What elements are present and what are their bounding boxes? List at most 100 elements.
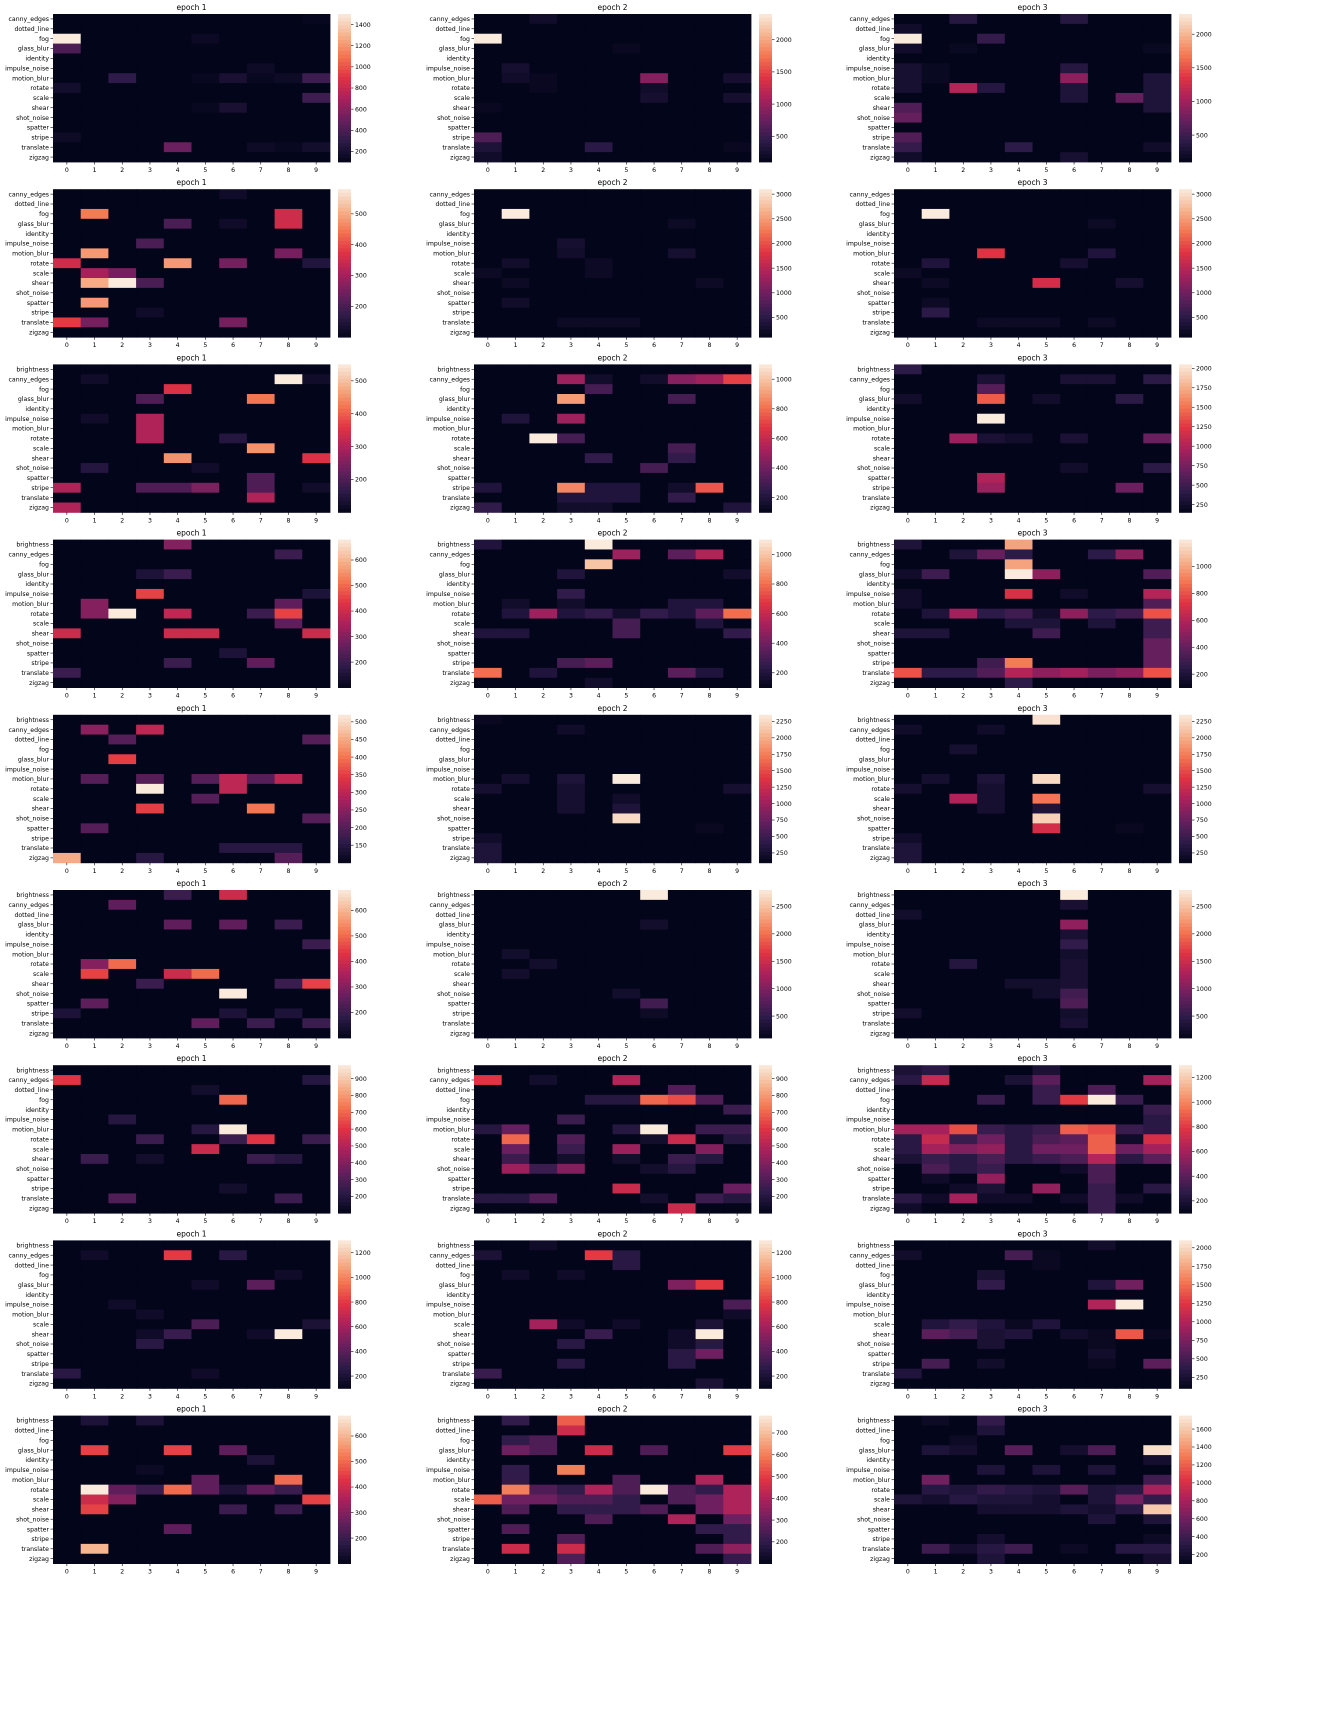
heatmap-cell <box>1087 588 1116 600</box>
heatmap-cell <box>108 1104 137 1115</box>
heatmap-cell <box>584 744 613 755</box>
heatmap-cell <box>894 667 923 679</box>
heatmap-cell <box>529 793 558 804</box>
heatmap-cell <box>136 394 165 405</box>
heatmap-cell <box>191 579 220 590</box>
heatmap-cell <box>584 92 613 104</box>
heatmap-cell <box>1143 569 1172 580</box>
x-tick-label: 9 <box>735 1043 739 1050</box>
x-tick-label: 9 <box>735 868 739 875</box>
heatmap-cell <box>894 803 923 814</box>
heatmap-cell <box>1032 374 1061 385</box>
heatmap-cell <box>612 569 641 580</box>
heatmap-cell <box>977 199 1006 210</box>
heatmap-cell <box>894 823 923 834</box>
heatmap-cell <box>80 307 109 318</box>
colorbar-segment <box>338 1172 351 1177</box>
colorbar-segment <box>1179 88 1192 93</box>
heatmap-cell <box>108 208 137 220</box>
colorbar-segment <box>759 296 772 301</box>
colorbar-segment <box>338 628 351 633</box>
heatmap-cell <box>80 929 109 940</box>
heatmap-cell <box>474 1124 503 1135</box>
colorbar-segment <box>338 1131 351 1136</box>
heatmap-cell <box>667 919 696 930</box>
heatmap-panel: epoch 2brightnesscanny_edgesdotted_linef… <box>426 1054 788 1225</box>
heatmap-cell <box>474 1183 503 1194</box>
colorbar-tick-label: 1000 <box>1196 99 1212 106</box>
colorbar-segment <box>759 147 772 152</box>
heatmap-cell <box>274 43 303 54</box>
heatmap-cell <box>667 297 696 308</box>
heatmap-cell <box>191 394 220 405</box>
x-tick-label: 2 <box>541 517 545 524</box>
colorbar-segment <box>1179 1012 1192 1017</box>
colorbar-segment <box>759 993 772 998</box>
heatmap-cell <box>921 783 950 795</box>
y-tick-label: identity <box>446 56 470 63</box>
heatmap-cell <box>53 803 82 814</box>
heatmap-cell <box>557 132 586 143</box>
colorbar-segment <box>1179 375 1192 380</box>
heatmap-cell <box>529 33 558 44</box>
heatmap-cell <box>1115 843 1144 854</box>
colorbar-segment <box>338 431 351 436</box>
colorbar-segment <box>759 505 772 510</box>
colorbar-segment <box>338 95 351 100</box>
x-tick-label: 3 <box>569 868 573 875</box>
heatmap-cell <box>584 1163 613 1175</box>
heatmap-cell <box>1004 394 1033 405</box>
heatmap-cell <box>695 482 724 494</box>
heatmap-cell <box>219 909 248 920</box>
heatmap-cell <box>1004 833 1033 844</box>
heatmap-cell <box>1087 112 1116 123</box>
y-tick-label: shear <box>32 280 50 287</box>
heatmap-cell <box>723 724 752 735</box>
heatmap-cell <box>921 658 950 669</box>
heatmap-cell <box>695 1124 724 1135</box>
heatmap-cell <box>302 549 331 560</box>
heatmap-cell <box>584 1183 613 1194</box>
heatmap-cell <box>136 1193 165 1204</box>
x-tick-label: 5 <box>624 1043 628 1050</box>
heatmap-cell <box>191 754 220 765</box>
heatmap-cell <box>136 443 165 454</box>
heatmap-cell <box>246 764 275 775</box>
heatmap-cell <box>163 453 192 464</box>
heatmap-cell <box>274 1124 303 1135</box>
heatmap-cell <box>501 714 530 726</box>
heatmap-cell <box>80 317 109 328</box>
heatmap-cell <box>302 919 331 930</box>
colorbar-segment <box>1179 997 1192 1002</box>
heatmap-cell <box>1032 823 1061 834</box>
heatmap-cell <box>163 618 192 629</box>
heatmap-cell <box>246 142 275 153</box>
heatmap-cell <box>977 658 1006 669</box>
heatmap-cell <box>163 258 192 269</box>
colorbar-segment <box>338 453 351 458</box>
heatmap-cell <box>529 1028 558 1039</box>
colorbar-segment <box>759 285 772 290</box>
y-tick-label: zigzag <box>29 329 49 336</box>
heatmap-cell <box>246 852 275 864</box>
heatmap-cell <box>894 559 923 570</box>
heatmap-cell <box>474 899 503 911</box>
heatmap-cell <box>921 890 950 901</box>
heatmap-cell <box>723 208 752 220</box>
colorbar-segment <box>759 960 772 965</box>
heatmap-cell <box>246 724 275 735</box>
heatmap-cell <box>53 53 82 64</box>
heatmap-cell <box>191 1075 220 1086</box>
x-tick-label: 3 <box>569 1043 573 1050</box>
heatmap-cell <box>921 112 950 123</box>
heatmap-cell <box>949 754 978 765</box>
colorbar-segment <box>1179 125 1192 130</box>
heatmap-cell <box>584 297 613 308</box>
heatmap-cell <box>219 628 248 639</box>
heatmap-cell <box>501 258 530 269</box>
colorbar-tick-label: 500 <box>1196 315 1208 322</box>
colorbar-segment <box>759 315 772 320</box>
heatmap-cell <box>80 1018 109 1029</box>
colorbar-segment <box>1179 777 1192 782</box>
colorbar-segment <box>338 632 351 637</box>
